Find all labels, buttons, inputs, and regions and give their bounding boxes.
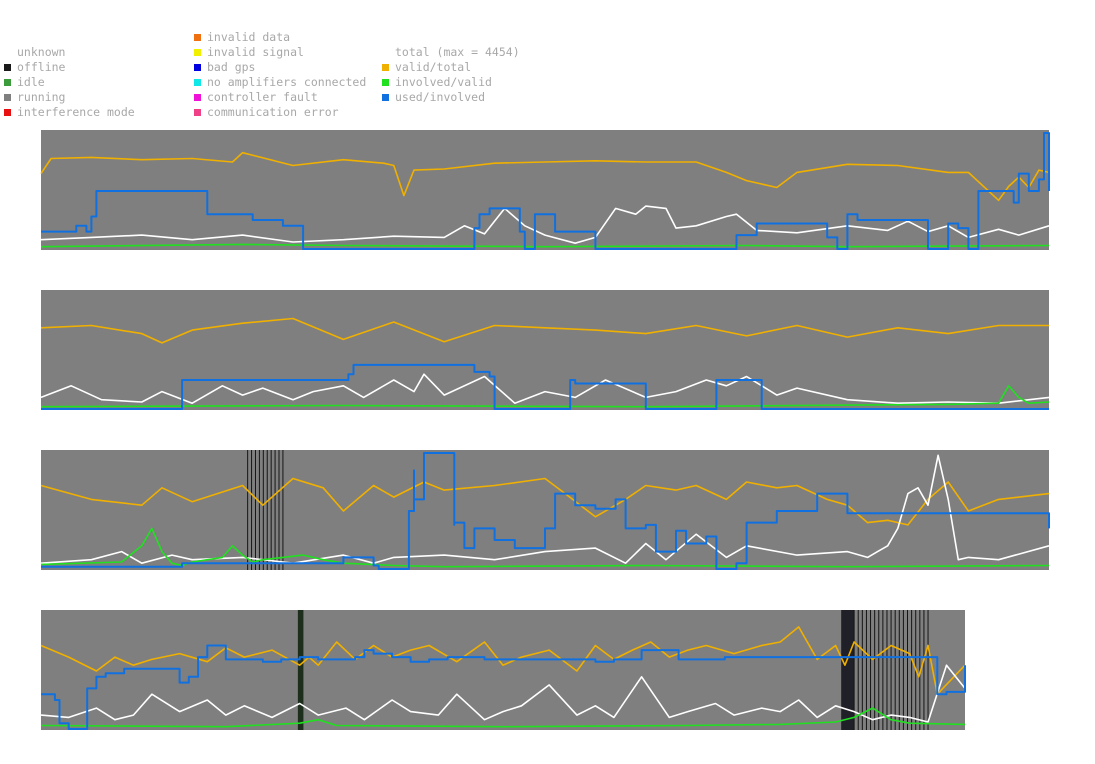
legend-swatch: [382, 79, 389, 86]
legend-swatch: [4, 64, 11, 71]
legend-swatch: [194, 49, 201, 56]
legend-swatch: [382, 94, 389, 101]
legend-label: interference mode: [17, 105, 135, 119]
legend-label: no amplifiers connected: [207, 75, 367, 89]
legend-swatch: [194, 79, 201, 86]
series-total: [40, 454, 1050, 564]
plot-background: [41, 610, 965, 730]
legend-label: bad gps: [207, 60, 256, 74]
legend-label: invalid signal: [207, 45, 304, 59]
legend-swatch: [4, 79, 11, 86]
legend-label: controller fault: [207, 90, 318, 104]
legend-swatch: [194, 109, 201, 116]
plot-background: [41, 290, 1049, 410]
series-valid-total: [40, 626, 966, 695]
series-involved-valid: [40, 385, 1050, 408]
series-used-involved: [41, 644, 966, 730]
legend-label: involved/valid: [395, 75, 492, 89]
series-used-involved: [41, 363, 1049, 410]
legend-swatch: [382, 64, 389, 71]
legend-label: communication error: [207, 105, 339, 119]
legend-label: invalid data: [207, 30, 291, 44]
legend-swatch: [4, 94, 11, 101]
series-total: [40, 373, 1050, 404]
legend-swatch: [194, 34, 201, 41]
series-total: [40, 205, 1050, 244]
chart-panel-1: [40, 130, 1050, 250]
series-involved-valid: [40, 707, 966, 728]
series-valid-total: [40, 317, 1049, 344]
legend-label: used/involved: [395, 90, 486, 104]
legend-swatch: [194, 64, 201, 71]
chart-panel-4: [40, 610, 966, 730]
legend-label: offline: [17, 60, 66, 74]
legend-label: unknown: [17, 45, 66, 59]
legend-swatch: [4, 109, 11, 116]
chart-panel-2: [40, 290, 1050, 410]
status-band-offline: [297, 610, 304, 730]
legend-label: valid/total: [395, 60, 472, 74]
series-involved-valid: [40, 527, 1050, 568]
status-band-offline: [841, 610, 855, 730]
chart-panel-3: [40, 450, 1050, 570]
legend-label: idle: [17, 75, 45, 89]
legend-label: running: [17, 90, 66, 104]
series-used-involved: [41, 132, 1050, 250]
legend-swatch: [194, 94, 201, 101]
legend-swatch: [382, 49, 389, 56]
series-total: [40, 664, 966, 723]
series-used-involved: [41, 452, 1050, 570]
legend-swatch: [4, 49, 11, 56]
legend-label: total (max = 4454): [395, 45, 520, 59]
